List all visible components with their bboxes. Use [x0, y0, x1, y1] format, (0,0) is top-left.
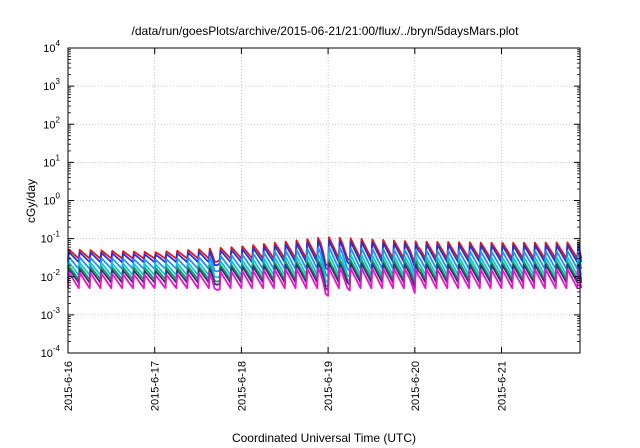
y-tick-label: 10-3: [41, 306, 61, 322]
ticks: [67, 47, 580, 354]
series-lines: [67, 236, 583, 297]
y-tick-labels: 10-4 10-3 10-2 10-1 100 101 102 103 104: [41, 39, 61, 360]
x-axis-label: Coordinated Universal Time (UTC): [232, 431, 416, 445]
series-line-7: [67, 267, 583, 297]
chart-title: /data/run/goesPlots/archive/2015-06-21/2…: [132, 24, 520, 38]
y-axis-label: cGy/day: [24, 179, 38, 223]
x-tick-label: 2015-6-21: [497, 361, 509, 411]
x-tick-label: 2015-6-18: [236, 361, 248, 411]
y-tick-label: 102: [43, 115, 60, 131]
y-tick-label: 10-1: [41, 230, 61, 246]
x-tick-label: 2015-6-17: [150, 361, 162, 411]
y-tick-label: 103: [43, 77, 60, 93]
y-tick-label: 104: [43, 39, 60, 55]
x-tick-labels: 2015-6-16 2015-6-17 2015-6-18 2015-6-19 2015…: [63, 361, 509, 411]
grid: [68, 47, 580, 354]
y-tick-label: 101: [43, 153, 60, 169]
x-tick-label: 2015-6-19: [323, 361, 335, 411]
y-tick-label: 100: [43, 192, 60, 208]
x-tick-label: 2015-6-16: [63, 361, 75, 411]
y-tick-label: 10-2: [41, 268, 61, 284]
x-tick-label: 2015-6-20: [410, 361, 422, 411]
y-tick-label: 10-4: [41, 344, 61, 360]
